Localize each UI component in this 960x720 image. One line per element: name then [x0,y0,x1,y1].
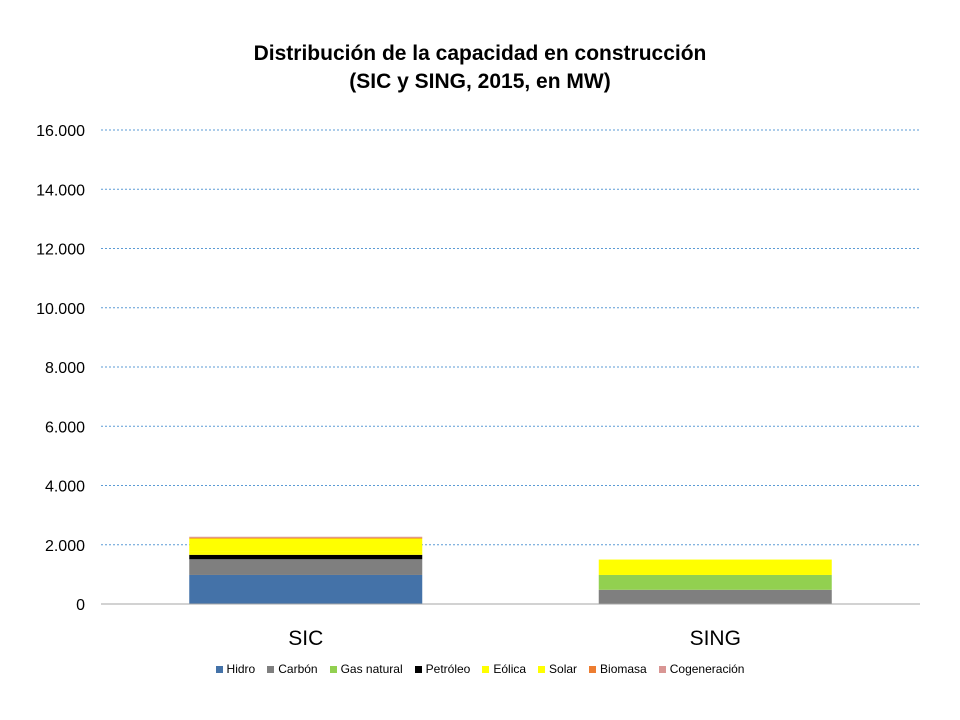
legend: Hidro Carbón Gas natural Petróleo Eólica Sola… [0,662,960,676]
legend-swatch [482,665,490,673]
legend-label: Biomasa [600,662,647,676]
y-tick-label: 14.000 [36,182,85,199]
legend-label: Hidro [226,662,256,676]
legend-label: Carbón [278,662,318,676]
legend-item: Petróleo [414,662,471,676]
legend-swatch [538,665,546,673]
bar-segment-sic-petroleo [189,554,423,560]
legend-label: Eólica [493,662,527,676]
legend-item: Solar [538,662,577,676]
bar-segment-sic-solar [189,538,423,552]
legend-swatch [267,665,275,673]
y-tick-label: 4.000 [45,479,85,496]
legend-item: Eólica [482,662,526,676]
y-tick-label: 12.000 [36,242,85,259]
legend-swatch [215,665,223,673]
bar-segment-sic-cogeneracion [189,536,423,538]
x-axis-labels: SIC SING [288,627,741,650]
y-axis-ticks: 0 2.000 4.000 6.000 8.000 10.000 12.000 14.000 1… [36,123,85,614]
legend-label: Petróleo [425,662,471,676]
bar-segment-sic-carbon [189,559,423,575]
bar-segment-sing-gas-natural [598,574,832,590]
legend-item: Carbón [267,662,318,676]
legend-swatch [658,665,666,673]
bars [189,536,832,604]
chart-title-line-2: (SIC y SING, 2015, en MW) [349,70,611,93]
legend-item: Gas natural [329,662,403,676]
chart-title-line-1: Distribución de la capacidad en construc… [253,42,707,65]
y-tick-label: 6.000 [45,419,85,436]
bar-segment-sic-hidro [189,574,423,604]
chart-title: Distribución de la capacidad en construc… [0,40,960,96]
y-tick-label: 8.000 [45,360,85,377]
x-tick-label: SING [690,627,741,650]
gridlines [101,129,920,546]
legend-item: Cogeneración [658,662,745,676]
legend-swatch [589,665,597,673]
bar-segment-sing-carbon [598,589,832,604]
legend-swatch [414,665,422,673]
bar-segment-sing-solar [598,559,832,575]
legend-item: Hidro [215,662,256,676]
y-tick-label: 16.000 [36,123,85,140]
bar-segment-sic-eolica [189,551,423,555]
legend-swatch [329,665,337,673]
y-tick-label: 10.000 [36,301,85,318]
legend-label: Gas natural [340,662,403,676]
y-tick-label: 0 [76,597,85,614]
bar-segment-sic-biomasa [189,537,423,539]
y-tick-label: 2.000 [45,538,85,555]
legend-item: Biomasa [589,662,647,676]
legend-label: Cogeneración [669,662,745,676]
legend-label: Solar [549,662,578,676]
x-tick-label: SIC [288,627,323,650]
